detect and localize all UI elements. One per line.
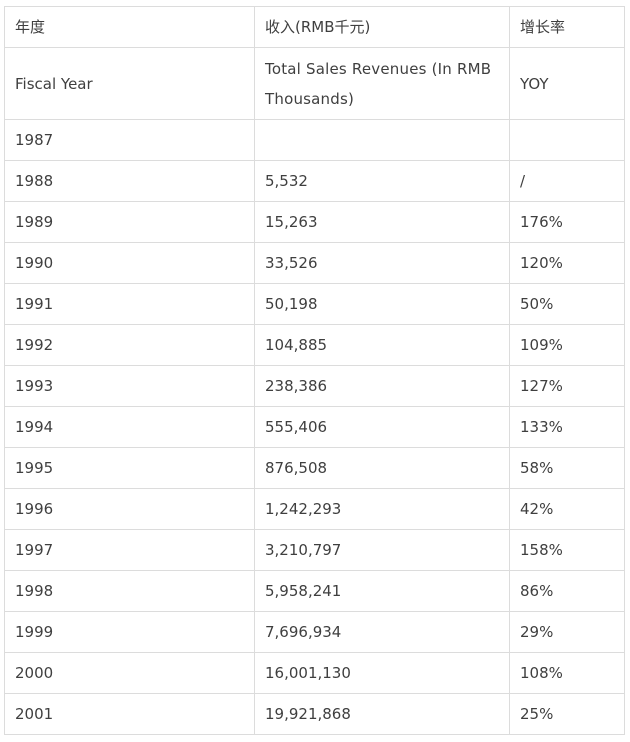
cell-growth: 127% [509,365,625,407]
cell-growth: / [509,160,625,202]
cell-year: 1992 [4,324,255,366]
header-revenue-en: Total Sales Revenues (In RMB Thousands) [254,47,510,120]
header-growth-cn: 增长率 [509,6,625,48]
cell-growth: 120% [509,242,625,284]
revenue-table-container: 年度 收入(RMB千元) 增长率 Fiscal Year Total Sales… [4,6,625,735]
table-row: 1996 1,242,293 42% [4,488,625,530]
cell-revenue: 104,885 [254,324,510,366]
table-row: 1995 876,508 58% [4,447,625,489]
cell-growth: 86% [509,570,625,612]
cell-growth: 29% [509,611,625,653]
cell-year: 1990 [4,242,255,284]
cell-revenue: 19,921,868 [254,693,510,735]
cell-year: 1997 [4,529,255,571]
cell-year: 1999 [4,611,255,653]
cell-revenue: 876,508 [254,447,510,489]
cell-revenue: 33,526 [254,242,510,284]
cell-revenue: 7,696,934 [254,611,510,653]
cell-revenue: 5,958,241 [254,570,510,612]
cell-growth: 50% [509,283,625,325]
table-row: 1992 104,885 109% [4,324,625,366]
table-row: 2001 19,921,868 25% [4,693,625,735]
cell-revenue: 5,532 [254,160,510,202]
cell-year: 1989 [4,201,255,243]
cell-growth: 158% [509,529,625,571]
cell-year: 1991 [4,283,255,325]
table-row: 1998 5,958,241 86% [4,570,625,612]
cell-year: 1988 [4,160,255,202]
cell-growth: 109% [509,324,625,366]
table-row: 1987 [4,119,625,161]
cell-year: 1998 [4,570,255,612]
cell-growth: 25% [509,693,625,735]
cell-growth [509,119,625,161]
revenue-table: 年度 收入(RMB千元) 增长率 Fiscal Year Total Sales… [4,6,625,735]
cell-revenue: 15,263 [254,201,510,243]
cell-growth: 58% [509,447,625,489]
cell-growth: 176% [509,201,625,243]
cell-revenue: 50,198 [254,283,510,325]
cell-year: 1995 [4,447,255,489]
header-year-cn: 年度 [4,6,255,48]
table-row: 1988 5,532/ [4,160,625,202]
cell-growth: 42% [509,488,625,530]
cell-year: 2001 [4,693,255,735]
header-year-en: Fiscal Year [4,47,255,120]
cell-revenue: 16,001,130 [254,652,510,694]
table-row: 1999 7,696,934 29% [4,611,625,653]
cell-year: 1994 [4,406,255,448]
table-row: 1989 15,263 176% [4,201,625,243]
cell-year: 1996 [4,488,255,530]
cell-revenue [254,119,510,161]
cell-revenue: 1,242,293 [254,488,510,530]
header-growth-en: YOY [509,47,625,120]
header-row-chinese: 年度 收入(RMB千元) 增长率 [4,6,625,48]
header-revenue-cn: 收入(RMB千元) [254,6,510,48]
table-row: 1997 3,210,797 158% [4,529,625,571]
header-row-english: Fiscal Year Total Sales Revenues (In RMB… [4,47,625,120]
table-row: 1991 50,198 50% [4,283,625,325]
table-row: 1994 555,406 133% [4,406,625,448]
table-row: 1990 33,526 120% [4,242,625,284]
cell-growth: 108% [509,652,625,694]
table-row: 2000 16,001,130 108% [4,652,625,694]
cell-growth: 133% [509,406,625,448]
table-row: 1993 238,386 127% [4,365,625,407]
cell-revenue: 555,406 [254,406,510,448]
cell-year: 1993 [4,365,255,407]
cell-revenue: 3,210,797 [254,529,510,571]
cell-year: 2000 [4,652,255,694]
cell-revenue: 238,386 [254,365,510,407]
cell-year: 1987 [4,119,255,161]
